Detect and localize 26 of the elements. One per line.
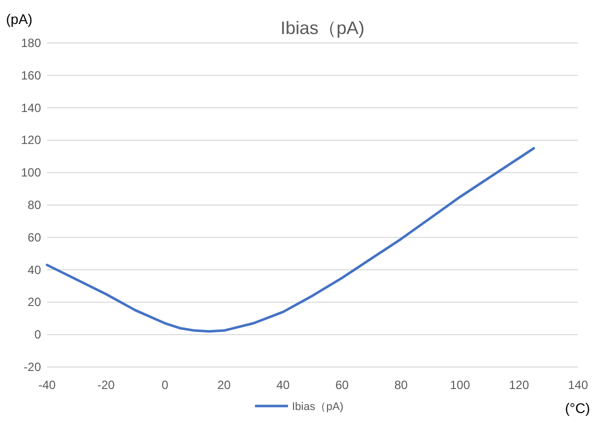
y-tick-label: 100: [20, 166, 42, 180]
x-tick-label: 20: [217, 378, 231, 392]
x-tick-label: 0: [162, 378, 169, 392]
x-tick-label: -40: [38, 378, 56, 392]
x-tick-label: 140: [568, 378, 588, 392]
x-tick-label: 40: [276, 378, 290, 392]
x-tick-label: 120: [508, 378, 530, 392]
y-tick-label: 60: [28, 230, 42, 244]
y-tick-label: 140: [20, 100, 42, 115]
y-tick-label: 40: [28, 262, 42, 277]
x-axis-title: (°C): [564, 400, 590, 416]
chart-title: Ibias（pA): [280, 18, 365, 38]
y-tick-label: 0: [34, 328, 42, 342]
y-tick-label: -20: [24, 360, 42, 374]
legend-label: Ibias（pA): [292, 401, 344, 413]
y-tick-label: 20: [28, 295, 42, 310]
x-tick-label: 60: [335, 378, 349, 392]
y-tick-label: 120: [20, 133, 42, 148]
y-tick-label: 160: [20, 68, 42, 82]
legend: Ibias（pA): [255, 401, 344, 413]
x-tick-label: -20: [97, 378, 115, 392]
y-axis-title: (pA): [6, 11, 32, 27]
x-tick-label: 100: [450, 378, 470, 392]
x-tick-label: 80: [394, 378, 408, 392]
y-tick-label: 180: [20, 36, 42, 50]
y-tick-label: 80: [28, 198, 42, 212]
